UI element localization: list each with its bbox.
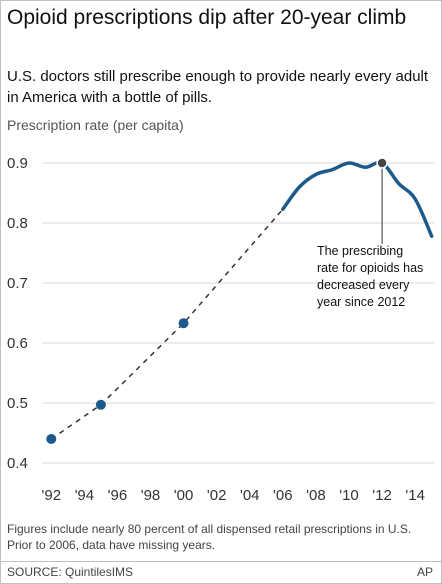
data-point bbox=[46, 434, 57, 444]
data-point bbox=[178, 318, 189, 329]
chart-subtitle: U.S. doctors still prescribe enough to p… bbox=[7, 68, 429, 106]
x-tick-label: '10 bbox=[339, 487, 359, 504]
x-tick-label: '12 bbox=[372, 487, 392, 504]
y-tick-label: 0.9 bbox=[7, 155, 28, 172]
x-tick-labels: '92 '94 '96 '98 '00 '02 '04 '06 '08 '10 '12 '14 bbox=[41, 487, 424, 504]
chart-title: Opioid prescriptions dip after 20-year c… bbox=[7, 6, 407, 29]
x-tick-label: '14 bbox=[405, 487, 425, 504]
y-axis-label: Prescription rate (per capita) bbox=[7, 117, 184, 133]
annotation-text: The prescribing rate for opioids has dec… bbox=[317, 244, 424, 309]
dashed-connector-line bbox=[50, 208, 284, 440]
x-tick-label: '08 bbox=[306, 487, 326, 504]
y-tick-label: 0.7 bbox=[7, 275, 28, 292]
y-tick-labels: 0.4 0.5 0.6 0.7 0.8 0.9 bbox=[7, 155, 28, 472]
series-line bbox=[281, 160, 434, 238]
footnote: Figures include nearly 80 percent of all… bbox=[7, 522, 412, 552]
x-tick-label: '94 bbox=[75, 487, 95, 504]
source-bar: SOURCE: QuintilesIMS AP bbox=[1, 561, 441, 582]
y-tick-label: 0.6 bbox=[7, 335, 28, 352]
credit-text: AP bbox=[416, 565, 433, 579]
y-tick-label: 0.8 bbox=[7, 215, 28, 232]
source-text: SOURCE: QuintilesIMS bbox=[7, 565, 134, 579]
x-tick-label: '04 bbox=[240, 487, 260, 504]
annotation-point bbox=[376, 157, 388, 169]
x-tick-label: '96 bbox=[108, 487, 128, 504]
series-layer bbox=[46, 160, 434, 444]
x-tick-label: '98 bbox=[141, 487, 161, 504]
x-tick-label: '00 bbox=[174, 487, 194, 504]
x-tick-label: '02 bbox=[207, 487, 227, 504]
data-point bbox=[95, 399, 106, 410]
grid-layer bbox=[43, 162, 435, 464]
annotation-layer bbox=[376, 157, 388, 244]
y-tick-label: 0.4 bbox=[7, 455, 28, 472]
x-tick-label: '06 bbox=[273, 487, 293, 504]
y-tick-label: 0.5 bbox=[7, 395, 28, 412]
x-tick-label: '92 bbox=[41, 487, 61, 504]
